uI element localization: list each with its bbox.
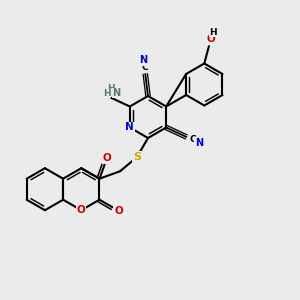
Text: O: O bbox=[103, 153, 111, 163]
Text: O: O bbox=[206, 34, 215, 44]
Text: H: H bbox=[107, 84, 115, 93]
Text: O: O bbox=[114, 206, 123, 216]
Text: N: N bbox=[112, 88, 120, 98]
Text: C: C bbox=[189, 135, 196, 144]
Text: H: H bbox=[103, 89, 111, 98]
Text: S: S bbox=[133, 152, 141, 162]
Text: H: H bbox=[209, 28, 216, 37]
Text: N: N bbox=[125, 122, 134, 133]
Text: N: N bbox=[195, 138, 203, 148]
Text: N: N bbox=[140, 55, 148, 65]
Text: O: O bbox=[77, 205, 86, 215]
Text: C: C bbox=[141, 63, 148, 72]
